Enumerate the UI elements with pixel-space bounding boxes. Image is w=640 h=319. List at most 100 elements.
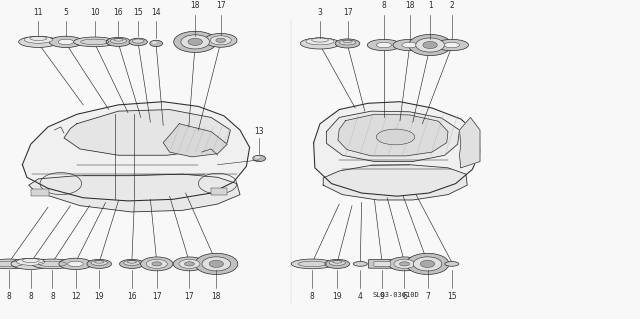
Ellipse shape: [205, 33, 237, 47]
Ellipse shape: [376, 42, 392, 48]
Text: 17: 17: [342, 8, 353, 17]
Polygon shape: [460, 117, 480, 168]
Text: 5: 5: [63, 8, 68, 17]
Ellipse shape: [353, 262, 367, 266]
Text: SL03-03610D: SL03-03610D: [372, 292, 419, 298]
FancyBboxPatch shape: [369, 260, 396, 268]
Ellipse shape: [402, 42, 417, 48]
Ellipse shape: [173, 31, 217, 52]
Ellipse shape: [209, 260, 223, 267]
Ellipse shape: [408, 34, 452, 56]
Ellipse shape: [393, 39, 426, 51]
Text: 8: 8: [310, 292, 315, 300]
Text: 18: 18: [212, 292, 221, 300]
Text: 4: 4: [358, 292, 363, 300]
Ellipse shape: [388, 257, 420, 271]
Ellipse shape: [110, 38, 127, 43]
Text: 15: 15: [447, 292, 457, 300]
Ellipse shape: [329, 260, 346, 265]
Ellipse shape: [406, 253, 449, 274]
Polygon shape: [323, 165, 467, 200]
Ellipse shape: [152, 262, 162, 266]
Ellipse shape: [444, 42, 460, 48]
Polygon shape: [326, 111, 460, 161]
Ellipse shape: [416, 38, 444, 52]
Ellipse shape: [11, 258, 51, 270]
Polygon shape: [163, 124, 227, 157]
FancyBboxPatch shape: [31, 189, 49, 196]
Ellipse shape: [19, 36, 58, 48]
Ellipse shape: [423, 41, 437, 48]
Text: 3: 3: [317, 8, 323, 17]
Text: 17: 17: [216, 1, 226, 11]
Ellipse shape: [179, 259, 200, 268]
Ellipse shape: [255, 156, 260, 159]
Text: 8: 8: [6, 292, 12, 300]
Ellipse shape: [195, 253, 238, 274]
Ellipse shape: [129, 38, 147, 46]
Text: 16: 16: [113, 8, 124, 17]
Text: 8: 8: [28, 292, 33, 300]
Text: 13: 13: [254, 127, 264, 136]
Ellipse shape: [335, 39, 360, 48]
Text: 18: 18: [191, 1, 200, 11]
Ellipse shape: [58, 39, 74, 45]
Text: 6: 6: [402, 292, 407, 300]
Ellipse shape: [150, 40, 163, 47]
Polygon shape: [314, 102, 480, 196]
Ellipse shape: [0, 259, 30, 269]
Ellipse shape: [24, 36, 52, 43]
Text: 8: 8: [381, 1, 387, 11]
Ellipse shape: [132, 39, 144, 43]
Ellipse shape: [300, 38, 340, 49]
Ellipse shape: [394, 259, 415, 268]
Ellipse shape: [91, 260, 108, 265]
Text: 2: 2: [449, 1, 454, 11]
Text: 11: 11: [34, 8, 43, 17]
Ellipse shape: [339, 40, 356, 45]
Ellipse shape: [202, 257, 230, 271]
FancyBboxPatch shape: [211, 188, 227, 195]
Ellipse shape: [31, 259, 74, 269]
Ellipse shape: [184, 262, 195, 266]
Text: 10: 10: [90, 8, 100, 17]
Ellipse shape: [120, 259, 144, 268]
Ellipse shape: [74, 37, 116, 47]
Ellipse shape: [413, 257, 442, 271]
Ellipse shape: [173, 257, 205, 271]
Ellipse shape: [181, 35, 209, 49]
Text: 16: 16: [127, 292, 137, 300]
Ellipse shape: [291, 259, 333, 269]
Ellipse shape: [399, 262, 410, 266]
Text: 19: 19: [332, 292, 342, 300]
Ellipse shape: [87, 259, 111, 268]
Ellipse shape: [147, 259, 168, 268]
Text: 19: 19: [94, 292, 104, 300]
Ellipse shape: [376, 129, 415, 145]
Text: 1: 1: [428, 1, 433, 11]
Text: 18: 18: [405, 1, 414, 11]
Text: 14: 14: [151, 8, 161, 17]
Text: 17: 17: [152, 292, 162, 300]
Ellipse shape: [210, 36, 232, 45]
Ellipse shape: [188, 38, 202, 45]
Ellipse shape: [216, 38, 226, 42]
Ellipse shape: [124, 260, 140, 265]
Polygon shape: [22, 102, 250, 201]
FancyBboxPatch shape: [374, 262, 390, 266]
Ellipse shape: [253, 155, 266, 161]
Ellipse shape: [68, 261, 83, 267]
Ellipse shape: [17, 258, 45, 265]
Ellipse shape: [367, 39, 401, 51]
Polygon shape: [338, 114, 448, 156]
Ellipse shape: [420, 260, 435, 267]
Text: 9: 9: [380, 292, 385, 300]
Text: 8: 8: [50, 292, 55, 300]
Ellipse shape: [445, 262, 459, 266]
Text: 7: 7: [425, 292, 430, 300]
Ellipse shape: [49, 36, 83, 48]
Ellipse shape: [325, 259, 349, 268]
Ellipse shape: [106, 37, 131, 46]
Ellipse shape: [152, 41, 157, 44]
Text: 17: 17: [184, 292, 195, 300]
